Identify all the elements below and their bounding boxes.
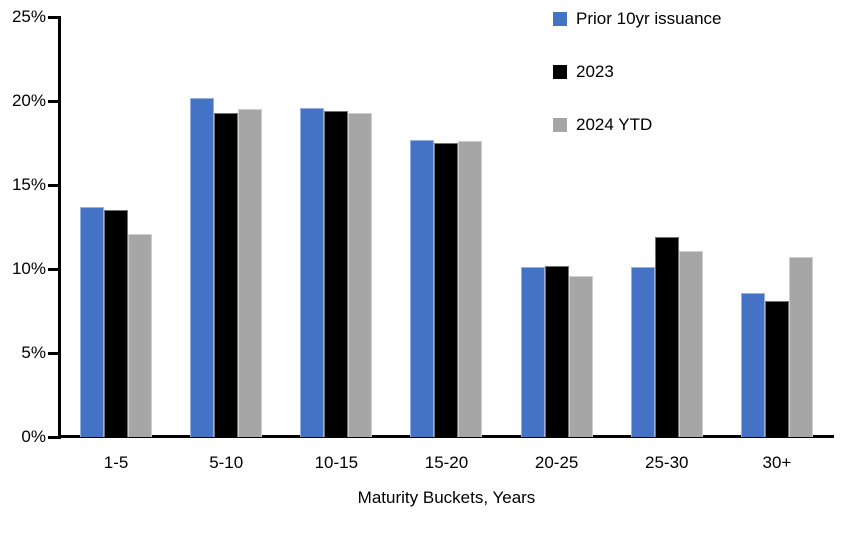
y-tick-mark — [48, 351, 61, 355]
bar-group-1-5 — [80, 17, 153, 437]
bar-prior-10yr-issuance-25-30 — [630, 267, 655, 437]
bar-prior-10yr-issuance-1-5 — [80, 206, 105, 437]
bar-2023-30+ — [764, 300, 789, 437]
legend: Prior 10yr issuance 2023 2024 YTD — [553, 8, 722, 167]
bar-2024-ytd-10-15 — [348, 112, 373, 437]
y-tick-label: 20% — [11, 91, 46, 110]
legend-label: 2024 YTD — [576, 115, 653, 134]
bar-2023-5-10 — [214, 112, 239, 437]
legend-label: Prior 10yr issuance — [576, 9, 722, 28]
y-tick-mark — [48, 267, 61, 271]
bar-group-15-20 — [410, 17, 483, 437]
x-label-20-25: 20-25 — [534, 453, 579, 472]
bar-2024-ytd-25-30 — [678, 250, 703, 437]
bar-2024-ytd-5-10 — [238, 109, 263, 437]
x-label-10-15: 10-15 — [314, 453, 359, 472]
x-label-30+: 30+ — [762, 453, 792, 472]
bar-group-25-30 — [630, 17, 703, 437]
bar-group-10-15 — [300, 17, 373, 437]
y-tick-mark — [48, 15, 61, 19]
legend-marker-icon — [553, 12, 567, 26]
x-label-5-10: 5-10 — [209, 453, 244, 472]
bar-2023-20-25 — [544, 265, 569, 437]
y-tick-label: 5% — [21, 343, 46, 362]
bar-group-20-25 — [520, 17, 593, 437]
bar-prior-10yr-issuance-15-20 — [410, 139, 435, 437]
x-label-25-30: 25-30 — [645, 453, 689, 472]
legend-marker-icon — [553, 65, 567, 79]
y-tick-mark — [48, 183, 61, 187]
y-tick-label: 25% — [11, 7, 46, 26]
bar-2024-ytd-20-25 — [568, 275, 593, 437]
y-tick-label: 0% — [21, 427, 46, 446]
bar-2023-15-20 — [434, 143, 459, 437]
bar-group-30+ — [740, 17, 813, 437]
bar-prior-10yr-issuance-30+ — [740, 292, 765, 437]
bar-2023-10-15 — [324, 111, 349, 437]
y-tick-label: 10% — [11, 259, 46, 278]
bar-prior-10yr-issuance-10-15 — [300, 107, 325, 437]
bar-2024-ytd-15-20 — [458, 141, 483, 437]
x-axis-labels: 1-5 5-10 10-15 15-20 20-25 25-30 30+ — [61, 453, 832, 473]
x-label-15-20: 15-20 — [424, 453, 469, 472]
legend-label: 2023 — [576, 62, 614, 81]
bar-2024-ytd-30+ — [788, 257, 813, 437]
legend-marker-icon — [553, 118, 567, 132]
y-tick-label: 15% — [11, 175, 46, 194]
legend-item-2023: 2023 — [553, 61, 722, 83]
y-tick-mark — [48, 99, 61, 103]
bar-prior-10yr-issuance-20-25 — [520, 267, 545, 437]
legend-item-2024-ytd: 2024 YTD — [553, 114, 722, 136]
plot-area — [61, 17, 832, 437]
bar-2023-25-30 — [654, 237, 679, 437]
legend-item-prior-10yr-issuance: Prior 10yr issuance — [553, 8, 722, 30]
y-axis-line — [58, 16, 61, 438]
x-axis-title: Maturity Buckets, Years — [357, 488, 536, 507]
bar-prior-10yr-issuance-5-10 — [190, 97, 215, 437]
y-tick-mark — [48, 435, 61, 439]
bar-group-5-10 — [190, 17, 263, 437]
bar-2023-1-5 — [104, 210, 129, 437]
bar-2024-ytd-1-5 — [128, 233, 153, 437]
x-label-1-5: 1-5 — [103, 453, 129, 472]
